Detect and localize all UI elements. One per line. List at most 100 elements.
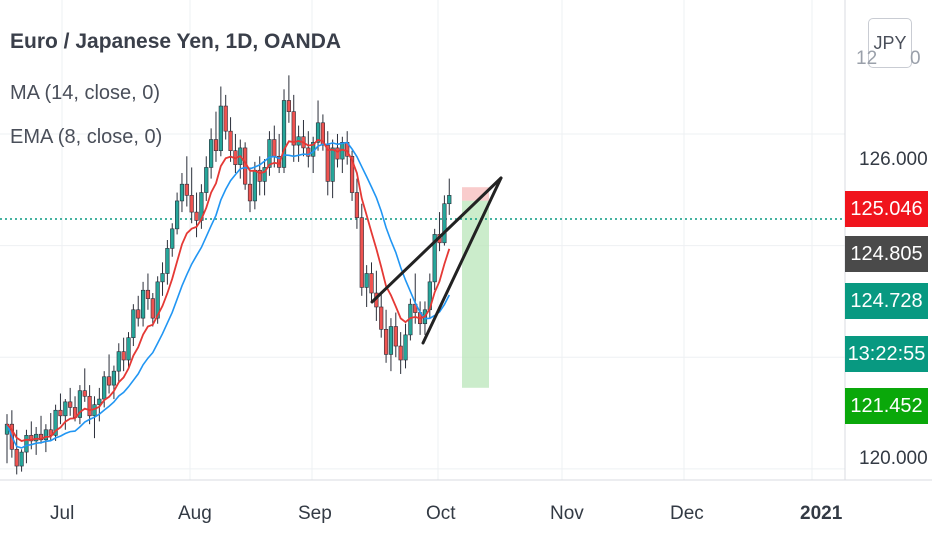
time-tick-aug: Aug xyxy=(178,503,212,525)
rising-wedge-pattern xyxy=(370,176,503,345)
stop-price-tag: 125.046 xyxy=(845,191,928,227)
candle-body xyxy=(442,203,447,244)
chart-grid xyxy=(0,0,845,480)
candle-body xyxy=(170,228,175,249)
target-price-tag: 121.452 xyxy=(845,388,928,424)
price-tick-top-partial: 12 xyxy=(856,48,877,70)
candle-body xyxy=(330,147,335,182)
time-tick-sep-text: Sep xyxy=(298,503,332,524)
candle-body xyxy=(209,139,214,168)
candle-body xyxy=(364,273,369,288)
wedge-lower-line xyxy=(421,176,503,345)
candle-body xyxy=(432,234,437,283)
close-price-tag: 124.728 xyxy=(845,283,928,319)
candle-body xyxy=(165,248,170,274)
candle-body xyxy=(140,289,146,319)
candle-body xyxy=(126,337,131,361)
candle-body xyxy=(383,329,389,355)
countdown-text: 13:22:55 xyxy=(847,343,926,365)
candle-body xyxy=(19,451,24,467)
candle-body xyxy=(223,105,228,132)
candle-body xyxy=(34,433,39,442)
time-tick-dec: Dec xyxy=(670,503,704,525)
symbol-title: Euro / Japanese Yen, 1D, OANDA xyxy=(10,30,342,53)
candle-body xyxy=(160,273,165,283)
candle-body xyxy=(247,183,253,202)
time-tick-sep: Sep xyxy=(298,503,332,525)
candle-body xyxy=(315,122,321,143)
candle-body xyxy=(58,409,63,417)
candle-body xyxy=(213,139,219,151)
candle-body xyxy=(252,169,257,202)
partial-tick-left: 12 xyxy=(856,48,878,69)
candle-body xyxy=(175,200,180,230)
candle-body xyxy=(335,147,340,160)
close-price-text: 124.728 xyxy=(850,290,923,312)
time-tick-jul: Jul xyxy=(50,503,74,525)
time-tick-oct-text: Oct xyxy=(426,503,456,524)
candle-body xyxy=(218,105,223,151)
currency-button[interactable]: JPY xyxy=(868,18,912,68)
candle-body xyxy=(43,429,48,441)
candle-body xyxy=(116,351,121,372)
countdown-tag: 13:22:55 xyxy=(845,336,928,372)
candle-body xyxy=(131,309,136,338)
ma-legend[interactable]: MA (14, close, 0) xyxy=(10,82,161,104)
last-price-text: 124.805 xyxy=(850,243,923,265)
candle-body xyxy=(24,435,29,453)
candle-body xyxy=(379,306,384,330)
candle-body xyxy=(291,111,296,146)
price-tick-top-partial-right: 0 xyxy=(910,48,921,70)
candle-body xyxy=(150,298,155,319)
candle-body xyxy=(393,326,398,347)
position-zones xyxy=(462,187,489,388)
candle-body xyxy=(398,345,403,361)
time-tick-nov-text: Nov xyxy=(550,503,584,524)
candle-body xyxy=(262,167,267,182)
candle-body xyxy=(87,395,92,417)
candle-body xyxy=(29,435,34,442)
candle-body xyxy=(102,376,107,400)
candle-body xyxy=(121,351,126,361)
candle-body xyxy=(204,167,209,193)
time-tick-oct: Oct xyxy=(426,503,456,525)
time-tick-dec-text: Dec xyxy=(670,503,704,524)
candle-body xyxy=(354,192,360,218)
candle-body xyxy=(53,409,58,436)
candle-body xyxy=(349,155,355,193)
ema-line xyxy=(6,138,451,442)
target-price-text: 121.452 xyxy=(850,395,923,417)
candle-body xyxy=(184,183,189,196)
candle-body xyxy=(77,390,82,418)
partial-tick-right: 0 xyxy=(910,48,921,69)
candle-body xyxy=(359,217,364,288)
candle-body xyxy=(189,195,194,213)
candle-body xyxy=(286,100,291,112)
candle-body xyxy=(136,309,141,319)
time-tick-jul-text: Jul xyxy=(50,503,75,524)
ma-line xyxy=(6,141,451,449)
candle-body xyxy=(194,211,199,221)
candle-body xyxy=(369,273,374,294)
time-tick-2021-text: 2021 xyxy=(800,503,843,524)
time-tick-2021: 2021 xyxy=(800,503,842,525)
candle-body xyxy=(14,449,19,467)
candle-body xyxy=(97,398,102,405)
candle-body xyxy=(63,401,68,417)
candle-body xyxy=(179,183,185,202)
price-tick-120-text: 120.000 xyxy=(859,448,928,469)
candle-body xyxy=(281,100,287,168)
candle-body xyxy=(82,390,87,397)
price-tick-120: 120.000 xyxy=(859,448,928,470)
price-tick-126: 126.000 xyxy=(859,149,928,171)
candle-body xyxy=(267,139,272,168)
candle-body xyxy=(257,169,262,182)
time-tick-nov: Nov xyxy=(550,503,584,525)
candle-body xyxy=(228,130,233,151)
candle-body xyxy=(325,144,330,182)
ema-legend[interactable]: EMA (8, close, 0) xyxy=(10,126,163,148)
price-tick-126-text: 126.000 xyxy=(859,149,928,170)
last-price-tag: 124.805 xyxy=(845,236,928,272)
candle-body xyxy=(447,195,452,205)
